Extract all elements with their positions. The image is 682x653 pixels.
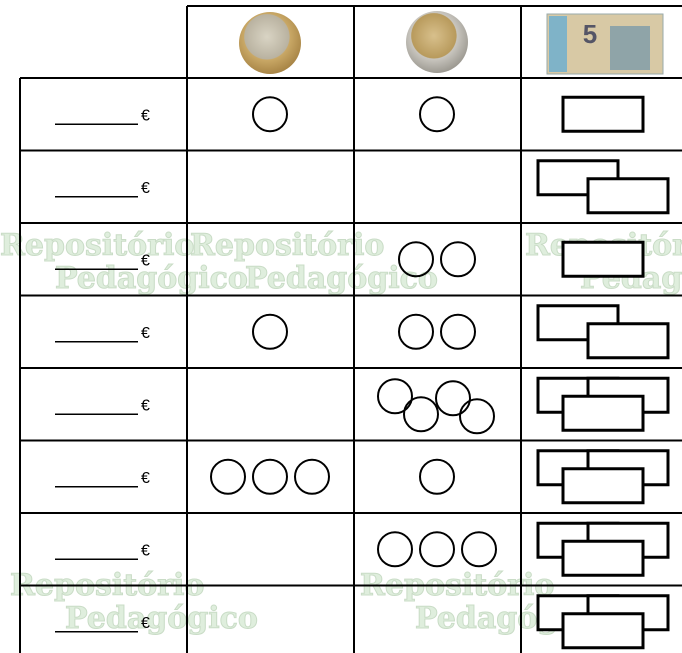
watermark: Repositório: [190, 228, 384, 263]
watermark: Repositório: [0, 228, 194, 263]
watermark: Pedagógico: [245, 261, 438, 296]
two-euro-coin: [398, 241, 434, 278]
euro-symbol: €: [141, 542, 150, 559]
five-euro-note-image: 5: [546, 13, 664, 75]
five-euro-note: [586, 322, 670, 360]
two-euro-coin: [403, 396, 439, 433]
watermark: Pedagógico: [55, 261, 248, 296]
euro-symbol: €: [141, 397, 150, 414]
two-euro-coin: [435, 380, 471, 417]
euro-symbol: €: [141, 107, 150, 124]
five-euro-note: [561, 467, 645, 505]
two-euro-coin-image: [406, 11, 468, 73]
note-value: 5: [583, 19, 597, 49]
two-euro-coin: [440, 241, 476, 278]
two-euro-coin: [419, 531, 455, 568]
two-euro-coin: [459, 398, 495, 435]
watermark: Pedagógico: [65, 601, 258, 636]
two-euro-coin: [377, 531, 413, 568]
table-grid: [19, 5, 682, 653]
euro-symbol: €: [141, 615, 150, 632]
one-euro-coin: [210, 458, 246, 495]
five-euro-note: [561, 394, 645, 432]
euro-symbol: €: [141, 252, 150, 269]
five-euro-note: [561, 240, 645, 278]
two-euro-coin: [398, 313, 434, 350]
five-euro-note: [561, 612, 645, 650]
euro-symbol: €: [141, 470, 150, 487]
two-euro-coin: [461, 531, 497, 568]
euro-symbol: €: [141, 180, 150, 197]
one-euro-coin: [252, 96, 288, 133]
two-euro-coin: [440, 313, 476, 350]
five-euro-note: [561, 539, 645, 577]
five-euro-note: [586, 177, 670, 215]
one-euro-coin-image: [239, 12, 301, 74]
one-euro-coin: [252, 313, 288, 350]
one-euro-coin: [294, 458, 330, 495]
one-euro-coin: [252, 458, 288, 495]
two-euro-coin: [419, 96, 455, 133]
two-euro-coin: [419, 458, 455, 495]
euro-symbol: €: [141, 325, 150, 342]
two-euro-coin: [377, 378, 413, 415]
five-euro-note: [561, 95, 645, 133]
